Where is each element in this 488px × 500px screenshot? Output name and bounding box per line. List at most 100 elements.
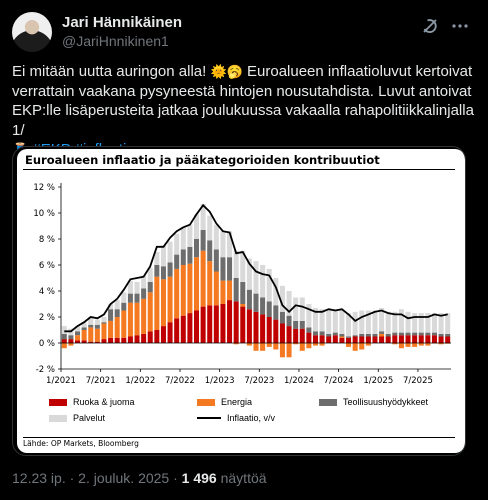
bar-energy bbox=[207, 261, 213, 306]
bar-food bbox=[207, 305, 213, 343]
bar-energy bbox=[412, 343, 418, 347]
bar-industrial bbox=[174, 254, 180, 269]
legend-industrial-swatch bbox=[319, 398, 337, 406]
bar-energy bbox=[319, 343, 325, 346]
bar-energy bbox=[246, 343, 252, 346]
bar-energy bbox=[200, 250, 206, 307]
bar-industrial bbox=[213, 249, 219, 272]
bar-services bbox=[88, 317, 94, 325]
bar-food bbox=[233, 301, 239, 343]
bar-industrial bbox=[425, 332, 431, 336]
bar-food bbox=[312, 335, 319, 343]
bar-energy bbox=[88, 327, 94, 342]
bar-food bbox=[220, 304, 226, 343]
media-card[interactable]: Euroalueen inflaatio ja pääkategorioiden… bbox=[12, 146, 466, 456]
bar-energy bbox=[213, 271, 219, 306]
bar-food bbox=[253, 311, 259, 343]
bar-energy bbox=[425, 343, 431, 346]
bar-food bbox=[160, 326, 166, 343]
author-name[interactable]: Jari Hännikäinen bbox=[62, 14, 183, 31]
bar-services bbox=[141, 275, 147, 289]
bar-energy bbox=[359, 343, 365, 350]
bar-services bbox=[293, 297, 299, 321]
source-rule bbox=[23, 437, 455, 438]
bar-food bbox=[398, 335, 404, 343]
bar-food bbox=[379, 336, 385, 343]
x-tick-label: 1/2023 bbox=[205, 376, 235, 386]
bar-services bbox=[220, 231, 226, 258]
bar-services bbox=[392, 311, 398, 333]
bar-energy bbox=[405, 343, 411, 347]
chart-image: Euroalueen inflaatio ja pääkategorioiden… bbox=[17, 149, 465, 453]
bar-food bbox=[286, 326, 292, 343]
tweet-text: Ei mitään uutta auringon alla! 🌞🥱 Euroal… bbox=[12, 62, 478, 160]
bar-energy bbox=[108, 320, 114, 338]
bar-industrial bbox=[94, 324, 100, 329]
bar-industrial bbox=[438, 333, 444, 337]
bar-food bbox=[114, 337, 120, 343]
bar-energy bbox=[306, 343, 312, 349]
bar-energy bbox=[154, 276, 160, 330]
bar-energy bbox=[114, 317, 120, 338]
bar-energy bbox=[94, 328, 100, 342]
y-tick-label: 4 % bbox=[39, 287, 55, 297]
legend-energy-label: Energia bbox=[221, 397, 253, 407]
bar-food bbox=[273, 319, 279, 343]
bar-food bbox=[121, 337, 127, 343]
bar-industrial bbox=[141, 288, 147, 299]
title-rule bbox=[23, 169, 455, 170]
bar-industrial bbox=[220, 257, 226, 281]
bar-industrial bbox=[319, 331, 325, 336]
bar-energy bbox=[75, 335, 81, 341]
bar-services bbox=[418, 313, 424, 333]
bar-energy bbox=[68, 343, 74, 346]
bar-services bbox=[61, 326, 67, 334]
bar-industrial bbox=[207, 240, 213, 262]
bar-food bbox=[260, 314, 266, 343]
bar-industrial bbox=[332, 332, 338, 336]
views-label: näyttöä bbox=[216, 470, 267, 486]
bar-services bbox=[339, 310, 345, 334]
bar-food bbox=[279, 323, 285, 343]
bar-food bbox=[108, 337, 114, 343]
bar-industrial bbox=[299, 320, 305, 329]
bar-industrial bbox=[445, 333, 451, 337]
bar-food bbox=[75, 340, 81, 343]
bar-industrial bbox=[246, 289, 252, 310]
bar-industrial bbox=[379, 331, 385, 334]
author-handle[interactable]: @JariHnnikinen1 bbox=[62, 33, 169, 49]
grok-icon[interactable] bbox=[420, 16, 440, 36]
bar-industrial bbox=[61, 333, 67, 340]
tweet-meta: 12.23 ip. · 2. jouluk. 2025 · 1 496 näyt… bbox=[12, 470, 267, 486]
bar-energy bbox=[127, 302, 133, 337]
bar-food bbox=[167, 322, 173, 343]
bar-services bbox=[445, 313, 451, 334]
bar-energy bbox=[141, 298, 147, 334]
bar-services bbox=[359, 310, 365, 334]
bar-services bbox=[154, 252, 160, 265]
bar-services bbox=[352, 311, 358, 336]
bar-services bbox=[299, 297, 305, 321]
more-icon[interactable] bbox=[450, 16, 470, 36]
bar-energy bbox=[233, 343, 239, 345]
bar-food bbox=[392, 335, 398, 343]
bar-industrial bbox=[312, 331, 319, 336]
inflation-line bbox=[64, 203, 448, 333]
bar-industrial bbox=[121, 302, 127, 311]
bar-industrial bbox=[68, 335, 74, 340]
bar-services bbox=[266, 268, 272, 302]
bar-food bbox=[240, 306, 246, 343]
tweet-time[interactable]: 12.23 ip. · 2. jouluk. 2025 · bbox=[12, 470, 182, 486]
bar-services bbox=[121, 292, 127, 303]
bar-energy bbox=[273, 343, 279, 350]
bar-industrial bbox=[154, 265, 160, 277]
bar-food bbox=[200, 306, 206, 343]
legend-food-swatch bbox=[49, 398, 67, 406]
bar-food bbox=[425, 335, 431, 343]
bar-services bbox=[319, 309, 325, 332]
bar-industrial bbox=[372, 333, 378, 337]
bar-services bbox=[326, 310, 332, 334]
avatar[interactable] bbox=[12, 12, 52, 52]
bar-services bbox=[127, 280, 133, 294]
bar-services bbox=[346, 313, 352, 337]
